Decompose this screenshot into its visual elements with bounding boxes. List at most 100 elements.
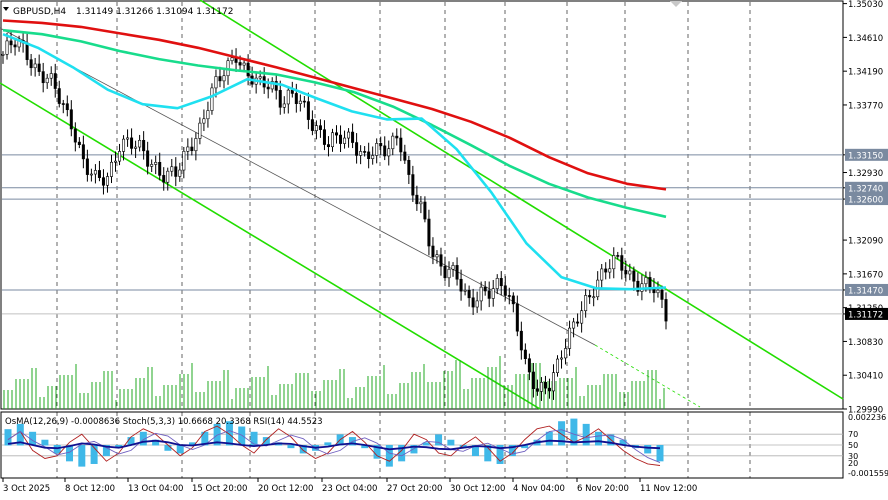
candle-body <box>306 101 310 120</box>
moving-average-2 <box>2 28 667 219</box>
osma-bar <box>29 431 37 446</box>
osma-bar <box>373 445 381 459</box>
candle-body <box>174 166 178 177</box>
candle-body <box>379 143 383 147</box>
price-tick-label: 1.33770 <box>848 101 883 111</box>
price-tick-label: 1.32930 <box>848 169 883 179</box>
indicator-tick-label: 30 <box>848 452 858 461</box>
candle-body <box>580 310 584 324</box>
candle-body <box>588 295 592 298</box>
candle-body <box>395 135 399 139</box>
osma-bar <box>189 442 197 446</box>
candle-body <box>564 348 568 359</box>
candle-body <box>447 268 451 279</box>
candle-body <box>109 161 113 177</box>
time-axis-label: 11 Nov 12:00 <box>640 484 697 494</box>
symbol-label: GBPUSD,H4 <box>13 7 66 17</box>
osma-bar <box>558 421 566 446</box>
candle-body <box>122 138 126 152</box>
candle-body <box>648 277 652 288</box>
candle-body <box>423 201 427 220</box>
candle-body <box>41 71 45 84</box>
candle-body <box>451 265 455 270</box>
candle-body <box>326 144 330 148</box>
candle-body <box>242 62 246 66</box>
osma-bar <box>656 445 664 462</box>
candle-body <box>543 382 547 389</box>
candle-body <box>523 349 527 359</box>
candle-body <box>592 296 596 299</box>
candle-body <box>222 75 226 82</box>
candle-body <box>363 151 367 153</box>
osma-bar <box>41 439 49 446</box>
candle-body <box>547 387 551 392</box>
price-tick-label: 1.31172 <box>848 310 883 320</box>
candle-body <box>114 160 118 163</box>
candle-body <box>367 151 371 159</box>
candle-body <box>61 103 65 105</box>
candle-body <box>294 93 298 104</box>
candle-body <box>507 295 511 297</box>
osma-bar <box>78 445 86 467</box>
candle-body <box>399 137 403 153</box>
candle-body <box>616 255 620 257</box>
channel-mid-line <box>0 27 596 346</box>
candle-body <box>415 194 419 205</box>
osma-bar <box>90 445 98 464</box>
osma-bar <box>176 445 184 454</box>
osma-bar <box>619 439 627 446</box>
candle-body <box>302 100 306 103</box>
shift-marker[interactable] <box>670 1 682 7</box>
candle-body <box>527 358 531 373</box>
stoch-signal-line <box>7 429 661 464</box>
moving-average-1 <box>2 19 667 191</box>
price-label-box <box>845 307 888 320</box>
candle-body <box>77 141 81 145</box>
osma-bar <box>521 445 529 449</box>
candle-body <box>560 357 564 360</box>
time-axis-label: 23 Oct 04:00 <box>322 484 377 494</box>
candle-body <box>387 148 391 157</box>
osma-bar <box>582 423 590 446</box>
candle-body <box>608 268 612 273</box>
osma-bar <box>361 445 369 449</box>
candle-body <box>5 40 9 55</box>
candle-body <box>491 288 495 299</box>
price-label-box <box>845 181 888 194</box>
osma-bar <box>127 437 135 446</box>
osma-bar <box>644 445 652 454</box>
channel-upper-line <box>199 0 844 400</box>
candle-body <box>411 174 415 196</box>
candle-body <box>359 151 363 156</box>
ohlc-values: 1.31149 1.31266 1.31094 1.31172 <box>76 7 233 17</box>
candle-body <box>660 289 664 300</box>
candle-body <box>45 77 49 84</box>
price-tick-label: 1.31470 <box>848 286 883 296</box>
candle-body <box>282 103 286 108</box>
candle-body <box>150 164 154 167</box>
osma-bar <box>262 437 270 446</box>
osma-bar <box>201 431 209 446</box>
indicator-tick-label: 70 <box>848 430 858 439</box>
candle-body <box>407 159 411 175</box>
candle-body <box>314 125 318 131</box>
price-tick-label: 1.32090 <box>848 237 883 247</box>
candle-body <box>53 73 57 89</box>
indicator-label: OsMA(12,26,9) -0.0008636 Stoch(5,3,3) 10… <box>5 417 323 427</box>
candle-body <box>495 278 499 289</box>
candle-body <box>318 125 322 130</box>
symbol-menu-arrow[interactable] <box>3 7 9 11</box>
candle-body <box>310 119 314 131</box>
candle-body <box>1 53 5 56</box>
candle-body <box>186 146 190 152</box>
candle-body <box>556 358 560 373</box>
candle-body <box>218 76 222 82</box>
candle-body <box>97 170 101 178</box>
candle-body <box>584 295 588 312</box>
candle-body <box>463 289 467 292</box>
candle-body <box>194 138 198 152</box>
channel-lower-line <box>0 82 541 410</box>
candle-body <box>57 88 61 104</box>
candle-body <box>632 270 636 282</box>
